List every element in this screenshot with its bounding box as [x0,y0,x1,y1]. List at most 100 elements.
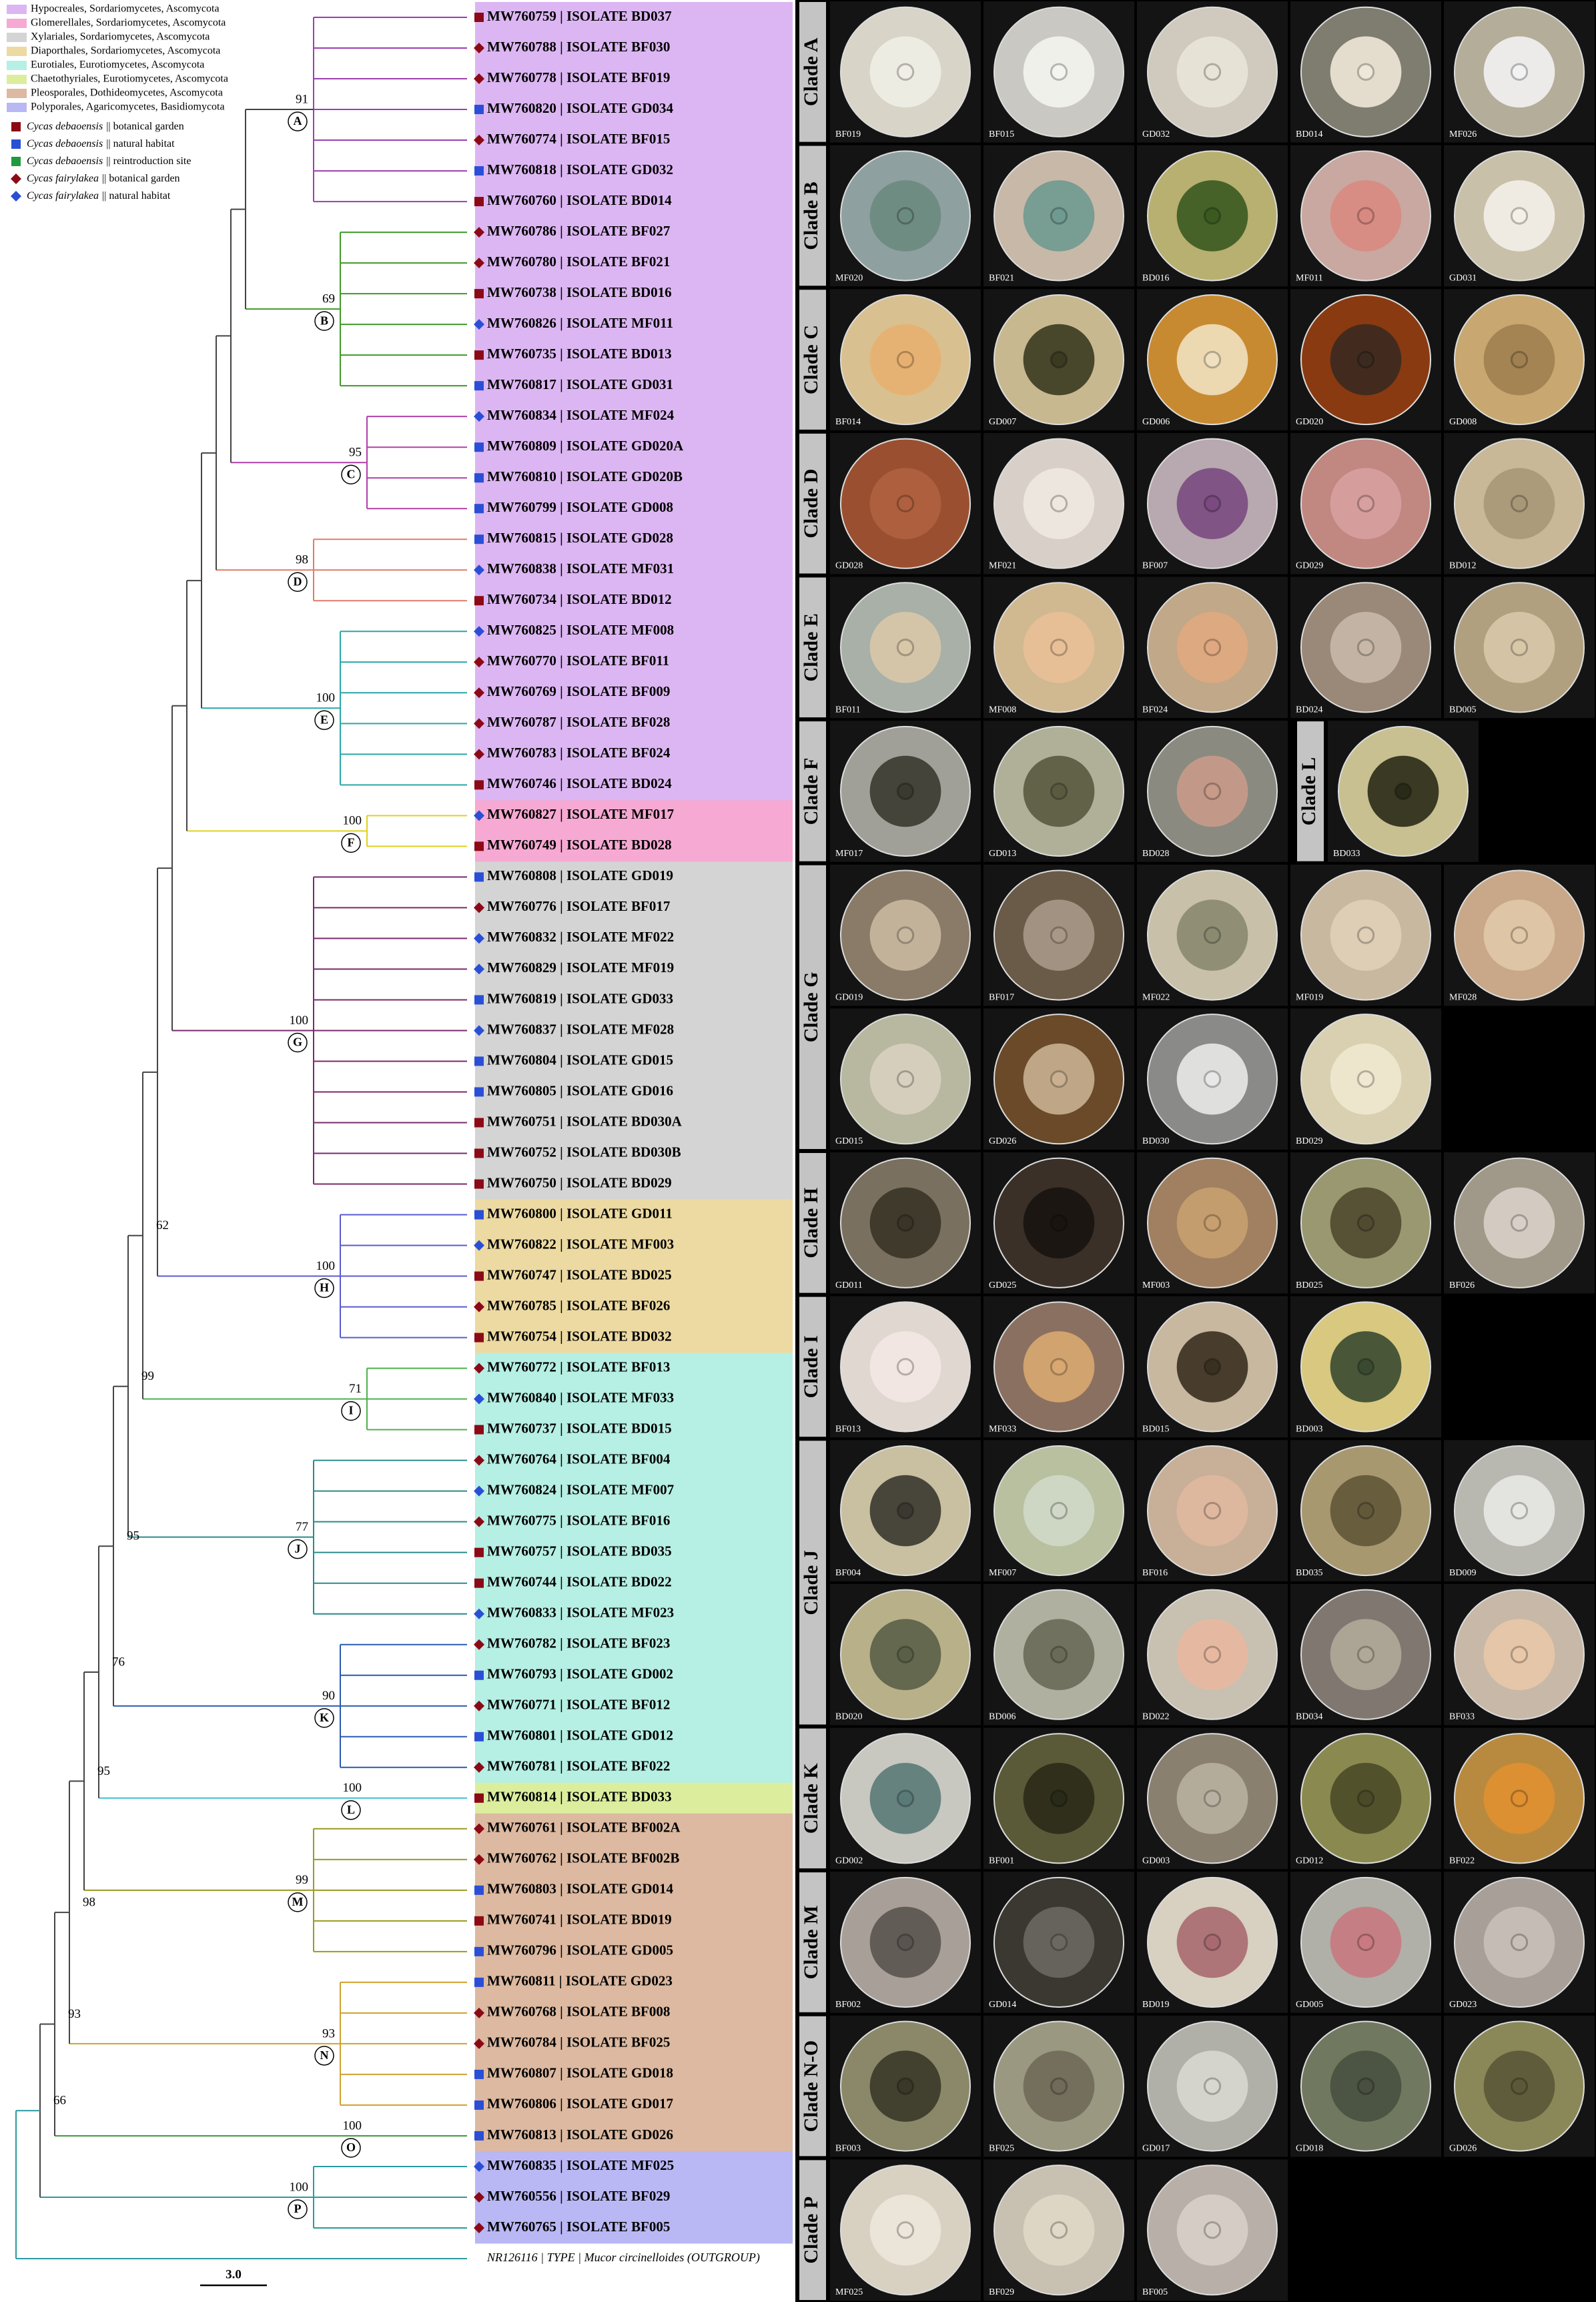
culture-photo: GD007 [983,289,1134,430]
leaf-label: MW760762 | ISOLATE BF002B [487,1850,679,1866]
colony-center [1050,1645,1068,1663]
leaf-label: MW760749 | ISOLATE BD028 [487,837,672,853]
photo-label: BD006 [989,1712,1016,1722]
host-marker [474,258,484,269]
leaf-label: MW760761 | ISOLATE BF002A [487,1820,681,1836]
host-marker [474,319,484,330]
host-marker [474,2161,484,2172]
photo-label: BD014 [1296,129,1322,139]
clade-label-bar [799,433,826,574]
order-band [475,800,793,831]
culture-photo: GD008 [1444,289,1595,430]
colony-center [1356,63,1375,81]
order-band [475,1138,793,1170]
leaf-label: MW760757 | ISOLATE BD035 [487,1543,672,1559]
culture-photo: BD006 [983,1583,1134,1725]
culture-photo: GD019 [830,864,981,1006]
culture-photo: GD032 [1137,1,1288,143]
photo-label: BD005 [1449,705,1476,715]
colony-center [1510,1214,1529,1232]
culture-photo: GD026 [1444,2015,1595,2157]
clade-marker [288,111,308,131]
colony-center [896,2221,915,2239]
colony-center [1510,1933,1529,1952]
order-band [475,861,793,893]
order-band [475,1199,793,1231]
colony-center [1356,1933,1375,1952]
order-band [475,1291,793,1323]
host-marker [474,1670,484,1680]
colony-center [1356,2077,1375,2095]
clade-label-bar [799,1872,826,2012]
host-species: Cycas fairylakea [27,173,99,184]
clade-letter: J [295,1542,301,1555]
culture-photo: BF011 [830,577,981,719]
leaf-label: MW760815 | ISOLATE GD028 [487,530,673,546]
colony-center [1356,1214,1375,1232]
clade-support: 100 [316,1259,336,1273]
culture-photo: BF021 [983,145,1134,287]
order-band [475,554,793,586]
order-band [475,923,793,954]
clade-label: Clade A [800,37,822,106]
order-band [475,1537,793,1569]
legend-swatch [7,19,27,28]
leaf-label: MW760770 | ISOLATE BF011 [487,653,669,669]
colony-center [1050,494,1068,512]
colony-center [1050,1933,1068,1952]
host-marker [474,73,484,85]
leaf-label: MW760793 | ISOLATE GD002 [487,1666,673,1682]
photo-label: MF003 [1142,1280,1170,1290]
culture-photo: GD005 [1290,1872,1441,2013]
colony-center [896,1214,915,1232]
clade-marker [341,2138,361,2158]
host-marker [474,964,484,975]
order-band [475,340,793,371]
leaf-label: MW760817 | ISOLATE GD031 [487,376,673,392]
colony-center [896,207,915,225]
clade-letter: E [320,713,328,726]
leaf-label: MW760744 | ISOLATE BD022 [487,1574,672,1590]
order-band [475,1905,793,1937]
clade-marker [341,1401,361,1421]
photo-label: BD019 [1142,2000,1169,2010]
leaf-label: MW760734 | ISOLATE BD012 [487,591,672,607]
leaf-label: MW760829 | ISOLATE MF019 [487,960,674,976]
photo-label: GD019 [835,993,863,1003]
photo-label: GD020 [1296,417,1323,427]
host-marker [474,995,484,1005]
culture-photo: GD011 [830,1152,981,1294]
leaf-label: MW760834 | ISOLATE MF024 [487,407,675,423]
leaf-label: MW760810 | ISOLATE GD020B [487,468,683,484]
photo-label: GD008 [1449,417,1477,427]
photo-label: BD003 [1296,1424,1322,1434]
clade-marker [314,1708,334,1728]
host-marker [474,1700,484,1711]
leaf-label: MW760814 | ISOLATE BD033 [487,1789,672,1805]
order-band [475,1752,793,1784]
photo-label: GD026 [989,1136,1016,1146]
order-band [475,616,793,647]
leaf-label: MW760751 | ISOLATE BD030A [487,1113,683,1129]
order-band [475,217,793,248]
host-marker [474,1485,484,1497]
outgroup-label: NR126116 | TYPE | Mucor circinelloides (… [486,2251,760,2265]
photo-label: GD023 [1449,2000,1477,2010]
colony-center [1203,494,1222,512]
photo-label: BF022 [1449,1856,1475,1866]
colony-center [1510,207,1529,225]
colony-center [1510,926,1529,944]
host-marker [474,105,484,115]
order-band [475,1598,793,1630]
clade-support: 100 [343,1781,362,1795]
culture-photo: MF008 [983,577,1134,719]
order-band [475,155,793,187]
colony-center [1203,63,1222,81]
legend-swatch [7,89,27,98]
leaf-label: MW760832 | ISOLATE MF022 [487,929,674,945]
leaf-label: MW760807 | ISOLATE GD018 [487,2065,673,2081]
host-marker [474,2100,484,2110]
host-marker [474,13,484,22]
order-band [475,2028,793,2060]
host-marker [474,1977,484,1987]
